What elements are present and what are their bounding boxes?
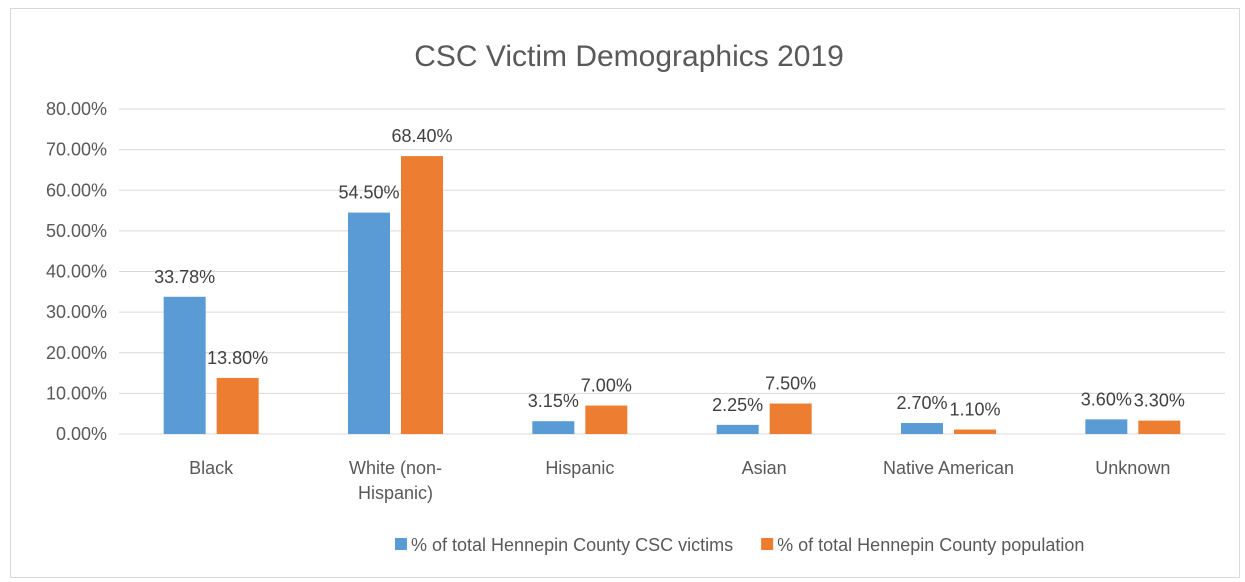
chart-frame: CSC Victim Demographics 2019 0.00% 10.00%… bbox=[10, 8, 1240, 578]
category-label: Hispanic bbox=[545, 458, 614, 478]
y-axis-tick-labels: 0.00% 10.00% 20.00% 30.00% 40.00% 50.00% 60.00… bbox=[46, 99, 107, 444]
bar bbox=[769, 403, 812, 434]
bars bbox=[163, 156, 1181, 434]
data-label: 68.40% bbox=[391, 126, 452, 146]
y-tick-label: 70.00% bbox=[46, 140, 107, 160]
data-label: 13.80% bbox=[207, 348, 268, 368]
y-tick-label: 80.00% bbox=[46, 99, 107, 119]
legend: % of total Hennepin County CSC victims % … bbox=[395, 535, 1084, 555]
bar bbox=[716, 424, 759, 434]
category-label: White (non-Hispanic) bbox=[349, 458, 442, 503]
data-label: 3.15% bbox=[528, 391, 579, 411]
data-label: 2.25% bbox=[712, 395, 763, 415]
y-tick-label: 60.00% bbox=[46, 180, 107, 200]
y-tick-label: 0.00% bbox=[56, 424, 107, 444]
data-label: 2.70% bbox=[896, 393, 947, 413]
bar bbox=[163, 296, 206, 434]
gridlines bbox=[119, 108, 1225, 435]
data-labels: 33.78% 13.80% 54.50% 68.40% 3.15%7.00% 2.25%7… bbox=[154, 126, 1185, 419]
data-label: 3.60% bbox=[1081, 389, 1132, 409]
category-label: Black bbox=[189, 458, 234, 478]
data-label: 7.50% bbox=[765, 374, 816, 394]
category-label: Asian bbox=[742, 458, 787, 478]
legend-label: % of total Hennepin County population bbox=[777, 535, 1084, 555]
category-label: Native American bbox=[883, 458, 1014, 478]
bar bbox=[585, 405, 628, 434]
y-tick-label: 40.00% bbox=[46, 262, 107, 282]
bar bbox=[401, 156, 443, 434]
data-label: 54.50% bbox=[338, 183, 399, 203]
y-tick-label: 20.00% bbox=[46, 343, 107, 363]
data-label: 1.10% bbox=[949, 400, 1000, 420]
bar bbox=[532, 421, 575, 434]
data-label: 7.00% bbox=[581, 376, 632, 396]
legend-label: % of total Hennepin County CSC victims bbox=[411, 535, 733, 555]
chart-title: CSC Victim Demographics 2019 bbox=[414, 40, 844, 73]
bar bbox=[1085, 419, 1128, 434]
bar-chart: CSC Victim Demographics 2019 0.00% 10.00%… bbox=[46, 40, 1225, 555]
data-label: 33.78% bbox=[154, 267, 215, 287]
bar bbox=[901, 423, 943, 434]
y-tick-label: 30.00% bbox=[46, 302, 107, 322]
category-label: Unknown bbox=[1095, 458, 1170, 478]
legend-swatch bbox=[395, 538, 407, 550]
y-tick-label: 50.00% bbox=[46, 221, 107, 241]
bar bbox=[348, 212, 390, 434]
legend-swatch bbox=[761, 538, 774, 550]
bar bbox=[1138, 420, 1181, 434]
data-label: 3.30% bbox=[1134, 391, 1185, 411]
bar bbox=[216, 377, 259, 434]
y-tick-label: 10.00% bbox=[46, 383, 107, 403]
bar bbox=[954, 429, 996, 434]
x-axis-category-labels: Black White (non-Hispanic) Hispanic Asian Na… bbox=[189, 458, 1170, 503]
